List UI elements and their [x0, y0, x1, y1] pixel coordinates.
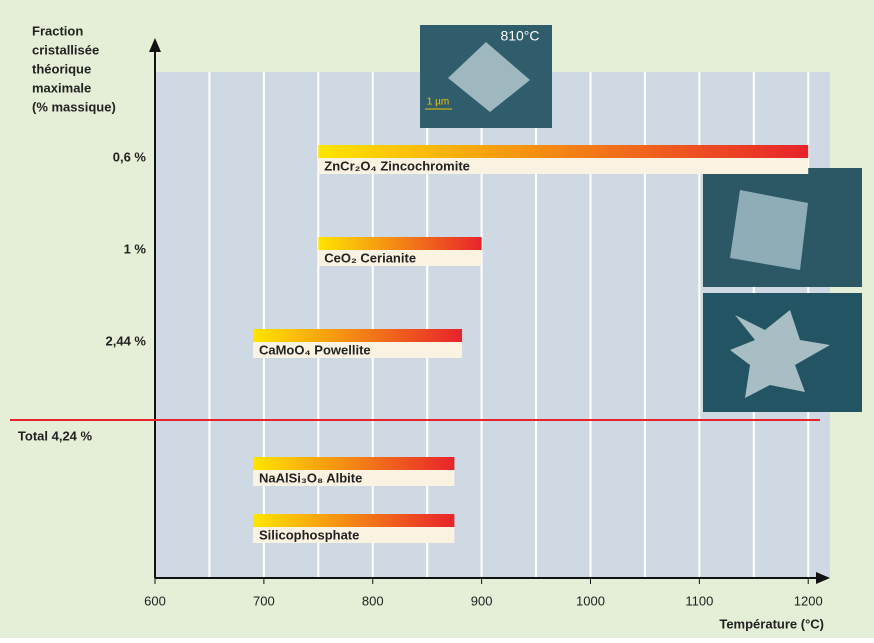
x-tick-label: 1000 — [576, 593, 605, 608]
y-title: Fraction — [32, 23, 83, 38]
x-tick-label: 1100 — [685, 593, 713, 608]
y-title: théorique — [32, 61, 91, 76]
total-label: Total 4,24 % — [18, 428, 93, 443]
micrograph: 810°C 1 µm — [420, 25, 552, 128]
bar-label: NaAlSi₃O₈ Albite — [259, 470, 362, 485]
bar-label-box — [318, 250, 482, 266]
micrograph-label: 810°C — [500, 28, 539, 44]
range-bar — [318, 237, 482, 250]
y-title: cristallisée — [32, 42, 99, 57]
bar-label-box — [318, 158, 809, 174]
x-tick-label: 900 — [471, 593, 493, 608]
bar-label: ZnCr₂O₄ Zincochromite — [324, 158, 470, 173]
x-tick-label: 800 — [362, 593, 384, 608]
range-bar — [252, 329, 463, 342]
bar-label-box — [252, 342, 463, 358]
x-tick-label: 600 — [144, 593, 166, 608]
micrograph-scale: 1 µm — [427, 97, 449, 108]
x-title: Température (°C) — [719, 616, 824, 631]
range-bar — [252, 457, 455, 470]
y-label: 1 % — [124, 241, 147, 256]
micrograph — [703, 168, 862, 287]
y-label: 2,44 % — [106, 333, 147, 348]
bar-label-box — [252, 527, 455, 543]
bar-label-box — [252, 470, 455, 486]
y-label: 0,6 % — [113, 149, 147, 164]
x-axis-arrow — [816, 572, 830, 584]
range-bar — [318, 145, 809, 158]
bar-label: Silicophosphate — [259, 527, 359, 542]
range-bar — [252, 514, 455, 527]
x-tick-label: 700 — [253, 593, 275, 608]
x-tick-label: 1200 — [794, 593, 823, 608]
bar-label: CeO₂ Cerianite — [324, 250, 416, 265]
y-title: maximale — [32, 80, 91, 95]
bar-label: CaMoO₄ Powellite — [259, 342, 371, 357]
y-title: (% massique) — [32, 99, 116, 114]
micrograph — [703, 293, 862, 412]
y-axis-arrow — [149, 38, 161, 52]
